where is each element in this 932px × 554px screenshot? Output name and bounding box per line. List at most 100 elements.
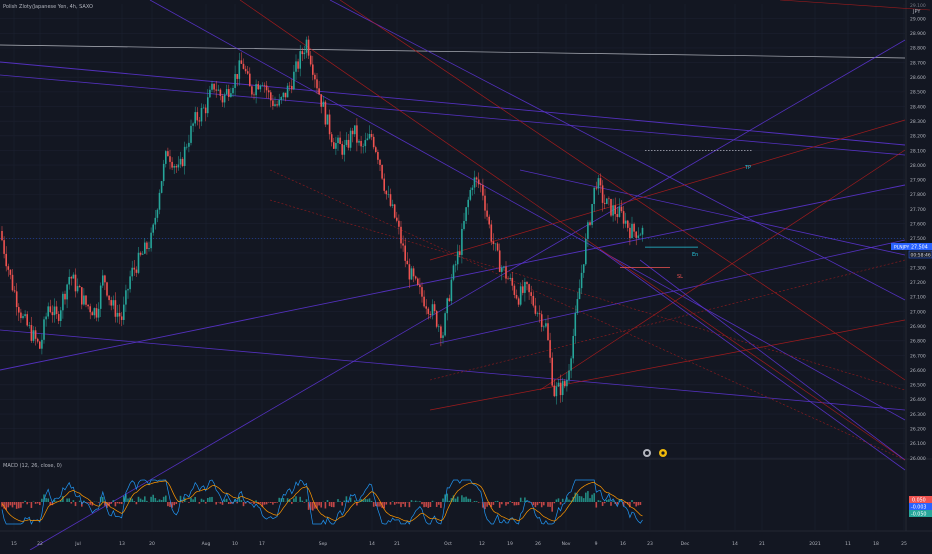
macd-histogram-bar xyxy=(341,502,343,506)
candle xyxy=(604,203,606,204)
macd-histogram-bar xyxy=(228,502,230,504)
macd-badge-low: -0.050 xyxy=(909,510,932,518)
macd-histogram-bar xyxy=(631,500,633,502)
macd-histogram-bar xyxy=(638,502,640,505)
candle xyxy=(289,86,291,87)
price-badge-symbol: PLNJPY xyxy=(894,245,910,251)
candle xyxy=(134,268,136,270)
candle xyxy=(572,336,574,358)
macd-histogram-bar xyxy=(117,502,119,503)
candle xyxy=(581,273,583,288)
macd-histogram-bar xyxy=(344,501,346,502)
macd-histogram-bar xyxy=(127,499,129,502)
macd-histogram-bar xyxy=(134,501,136,502)
price-tick-label: 28.100 xyxy=(910,148,926,154)
macd-histogram-bar xyxy=(66,499,68,502)
macd-histogram-bar xyxy=(203,500,205,502)
macd-histogram-bar xyxy=(264,502,266,505)
macd-histogram-bar xyxy=(354,500,356,502)
macd-histogram-bar xyxy=(272,502,274,505)
time-tick-label: 18 xyxy=(873,541,879,547)
candle xyxy=(440,326,442,337)
candle xyxy=(419,285,421,287)
candle xyxy=(56,306,58,314)
candle xyxy=(249,74,251,87)
sl-label: SL xyxy=(677,274,683,280)
candle xyxy=(161,181,163,193)
candle xyxy=(236,74,238,79)
candle xyxy=(640,235,642,236)
macd-histogram-bar xyxy=(37,502,39,503)
candle xyxy=(54,306,56,315)
candle xyxy=(287,86,289,98)
macd-histogram-bar xyxy=(18,502,20,508)
macd-histogram-bar xyxy=(589,498,591,502)
candle xyxy=(314,75,316,80)
macd-histogram-bar xyxy=(390,502,392,505)
candle xyxy=(281,97,283,100)
time-tick-label: Sep xyxy=(319,541,328,547)
macd-histogram-bar xyxy=(299,497,301,502)
time-tick-label: Aug xyxy=(202,541,211,547)
candle xyxy=(104,275,106,282)
candle xyxy=(131,268,133,277)
macd-histogram-bar xyxy=(421,502,423,504)
price-tick-label: 27.500 xyxy=(910,236,926,242)
macd-histogram-bar xyxy=(400,502,402,507)
macd-histogram-bar xyxy=(371,501,373,502)
candle xyxy=(272,100,274,106)
candle xyxy=(337,138,339,143)
macd-histogram-bar xyxy=(635,502,637,506)
macd-histogram-bar xyxy=(362,500,364,502)
price-tick-label: 28.400 xyxy=(910,104,926,110)
candle xyxy=(512,278,514,286)
macd-histogram-bar xyxy=(268,502,270,503)
indicator-icon[interactable] xyxy=(643,449,651,457)
candle xyxy=(215,90,217,91)
macd-histogram-bar xyxy=(220,502,222,504)
macd-histogram-bar xyxy=(497,501,499,502)
candle xyxy=(629,228,631,238)
candle xyxy=(344,145,346,155)
candle xyxy=(381,165,383,179)
candle xyxy=(306,40,308,53)
price-tick-label: 28.700 xyxy=(910,60,926,66)
candle xyxy=(274,104,276,106)
candle xyxy=(110,300,112,305)
candle xyxy=(98,309,100,318)
candle xyxy=(43,319,45,339)
candle xyxy=(367,138,369,140)
time-tick-label: 21 xyxy=(394,541,400,547)
macd-histogram-bar xyxy=(633,502,635,504)
candle xyxy=(522,286,524,293)
macd-histogram-bar xyxy=(512,502,514,503)
candle xyxy=(625,221,627,224)
macd-histogram-bar xyxy=(606,500,608,502)
time-tick-label: 10 xyxy=(232,541,238,547)
candle xyxy=(220,90,222,96)
candle xyxy=(144,243,146,254)
macd-histogram-bar xyxy=(467,499,469,502)
macd-histogram-bar xyxy=(136,502,138,504)
time-tick-label: 12 xyxy=(479,541,485,547)
price-tick-label: 26.800 xyxy=(910,339,926,345)
macd-histogram-bar xyxy=(392,501,394,502)
candle xyxy=(148,248,150,249)
macd-histogram-bar xyxy=(423,502,425,507)
macd-histogram-bar xyxy=(157,501,159,502)
candle xyxy=(612,205,614,215)
candle xyxy=(554,386,556,397)
svg-text:-0.003: -0.003 xyxy=(911,505,926,511)
macd-histogram-bar xyxy=(461,495,463,502)
candle xyxy=(409,264,411,279)
entry-label: En xyxy=(692,252,698,258)
macd-histogram-bar xyxy=(509,501,511,502)
macd-histogram-bar xyxy=(428,502,430,508)
macd-histogram-bar xyxy=(24,501,26,502)
candle xyxy=(71,277,73,279)
settings-gear-icon[interactable] xyxy=(659,449,667,457)
macd-histogram-bar xyxy=(150,497,152,502)
candle xyxy=(264,85,266,86)
candle xyxy=(102,275,104,285)
